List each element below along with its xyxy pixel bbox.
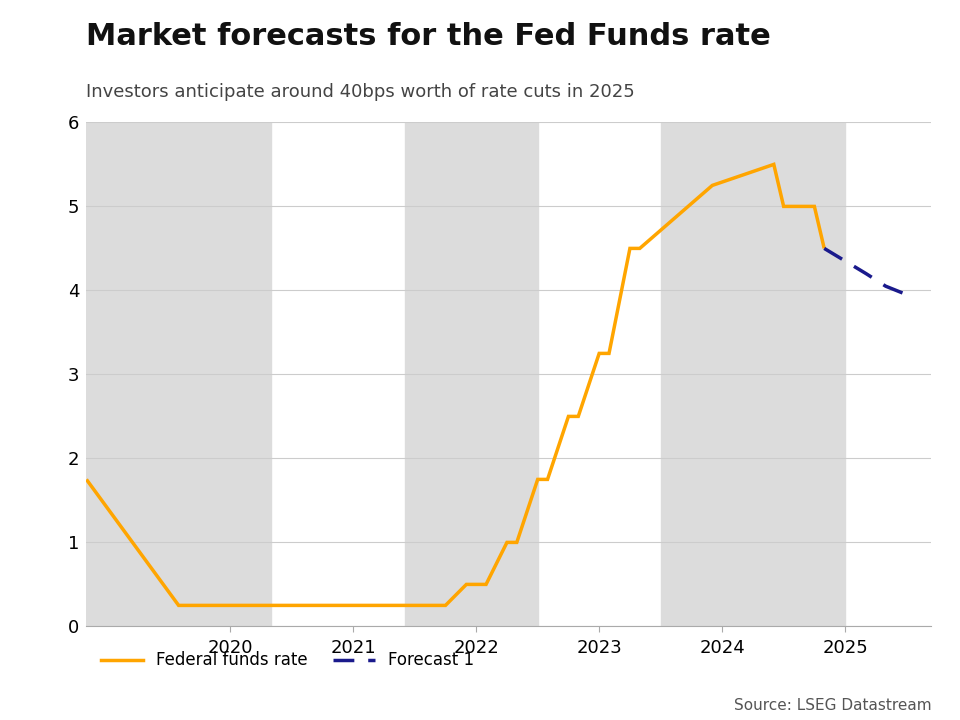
Text: Market forecasts for the Fed Funds rate: Market forecasts for the Fed Funds rate [86,22,771,50]
Legend: Federal funds rate, Forecast 1: Federal funds rate, Forecast 1 [95,644,481,676]
Text: Investors anticipate around 40bps worth of rate cuts in 2025: Investors anticipate around 40bps worth … [86,83,636,101]
Bar [660,122,845,626]
Bar [405,122,538,626]
Bar [86,122,271,626]
Text: Source: LSEG Datastream: Source: LSEG Datastream [733,698,931,713]
